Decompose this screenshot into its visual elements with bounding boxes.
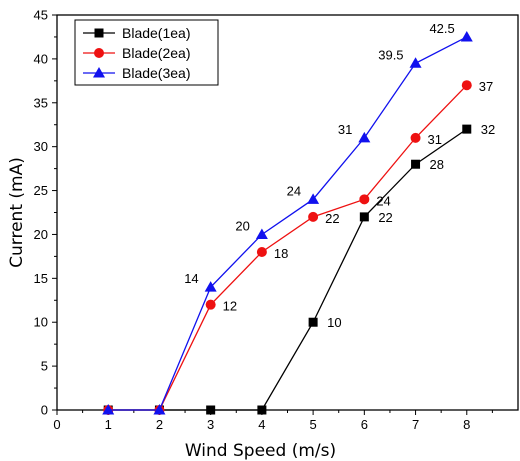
data-label: 24 <box>376 193 390 208</box>
data-point <box>153 404 166 415</box>
data-label: 12 <box>223 299 237 314</box>
series-group <box>102 30 473 415</box>
x-tick-label: 0 <box>53 417 60 432</box>
y-tick-label: 35 <box>34 95 48 110</box>
data-label: 20 <box>235 218 249 233</box>
data-label: 37 <box>479 79 493 94</box>
legend-marker <box>93 67 105 78</box>
data-point <box>359 212 369 222</box>
data-label: 14 <box>184 271 198 286</box>
y-tick-label: 5 <box>41 359 48 374</box>
y-tick-label: 30 <box>34 139 48 154</box>
data-point <box>307 193 320 204</box>
y-tick-label: 25 <box>34 183 48 198</box>
data-point <box>204 281 217 292</box>
data-label: 42.5 <box>429 21 454 36</box>
data-point <box>359 194 370 205</box>
data-point <box>462 124 472 134</box>
data-point <box>409 57 422 68</box>
x-tick-label: 8 <box>463 417 470 432</box>
y-tick-label: 10 <box>34 315 48 330</box>
data-point <box>308 211 319 222</box>
data-point <box>411 159 421 169</box>
data-point <box>358 131 371 143</box>
data-point <box>460 30 473 42</box>
legend-marker <box>94 28 104 38</box>
data-point <box>461 80 472 91</box>
legend-label: Blade(1ea) <box>122 25 191 41</box>
series-line <box>108 36 468 411</box>
data-label: 24 <box>287 183 301 198</box>
x-tick-label: 7 <box>412 417 419 432</box>
data-point <box>256 247 267 257</box>
data-point <box>255 228 268 239</box>
legend-label: Blade(3ea) <box>122 65 191 81</box>
legend-marker <box>94 48 104 58</box>
x-tick-label: 4 <box>258 417 265 432</box>
data-label: 22 <box>325 211 339 226</box>
series-line <box>108 128 468 411</box>
x-tick-label: 3 <box>207 417 214 432</box>
data-label: 39.5 <box>378 47 403 62</box>
y-tick-label: 45 <box>34 8 48 23</box>
y-tick-label: 20 <box>34 227 48 242</box>
data-label: 28 <box>430 157 444 172</box>
data-label: 10 <box>327 315 341 330</box>
data-labels: 10 22 28 32 12 18 22 24 31 37 14 20 24 31 39.5 42.5 <box>184 21 495 330</box>
data-label: 31 <box>428 132 442 147</box>
x-tick-label: 5 <box>309 417 316 432</box>
x-axis-title: Wind Speed (m/s) <box>185 441 336 461</box>
data-point <box>308 317 318 327</box>
data-point <box>206 405 216 415</box>
y-axis-title: Current (mA) <box>7 157 27 268</box>
y-tick-label: 0 <box>41 403 48 418</box>
data-label: 32 <box>481 122 495 137</box>
data-point <box>102 404 115 415</box>
data-point <box>410 132 421 143</box>
legend: Blade(1ea) Blade(2ea) Blade(3ea) <box>74 19 219 86</box>
data-point <box>205 299 216 310</box>
data-label: 31 <box>338 122 352 137</box>
data-label: 18 <box>274 246 288 261</box>
series-line <box>108 84 468 411</box>
data-label: 22 <box>378 210 392 225</box>
x-tick-label: 1 <box>105 417 112 432</box>
legend-label: Blade(2ea) <box>122 45 191 61</box>
x-tick-label: 2 <box>156 417 163 432</box>
y-tick-label: 40 <box>34 51 48 66</box>
x-tick-label: 6 <box>361 417 368 432</box>
data-point <box>257 405 267 415</box>
y-tick-label: 15 <box>34 271 48 286</box>
